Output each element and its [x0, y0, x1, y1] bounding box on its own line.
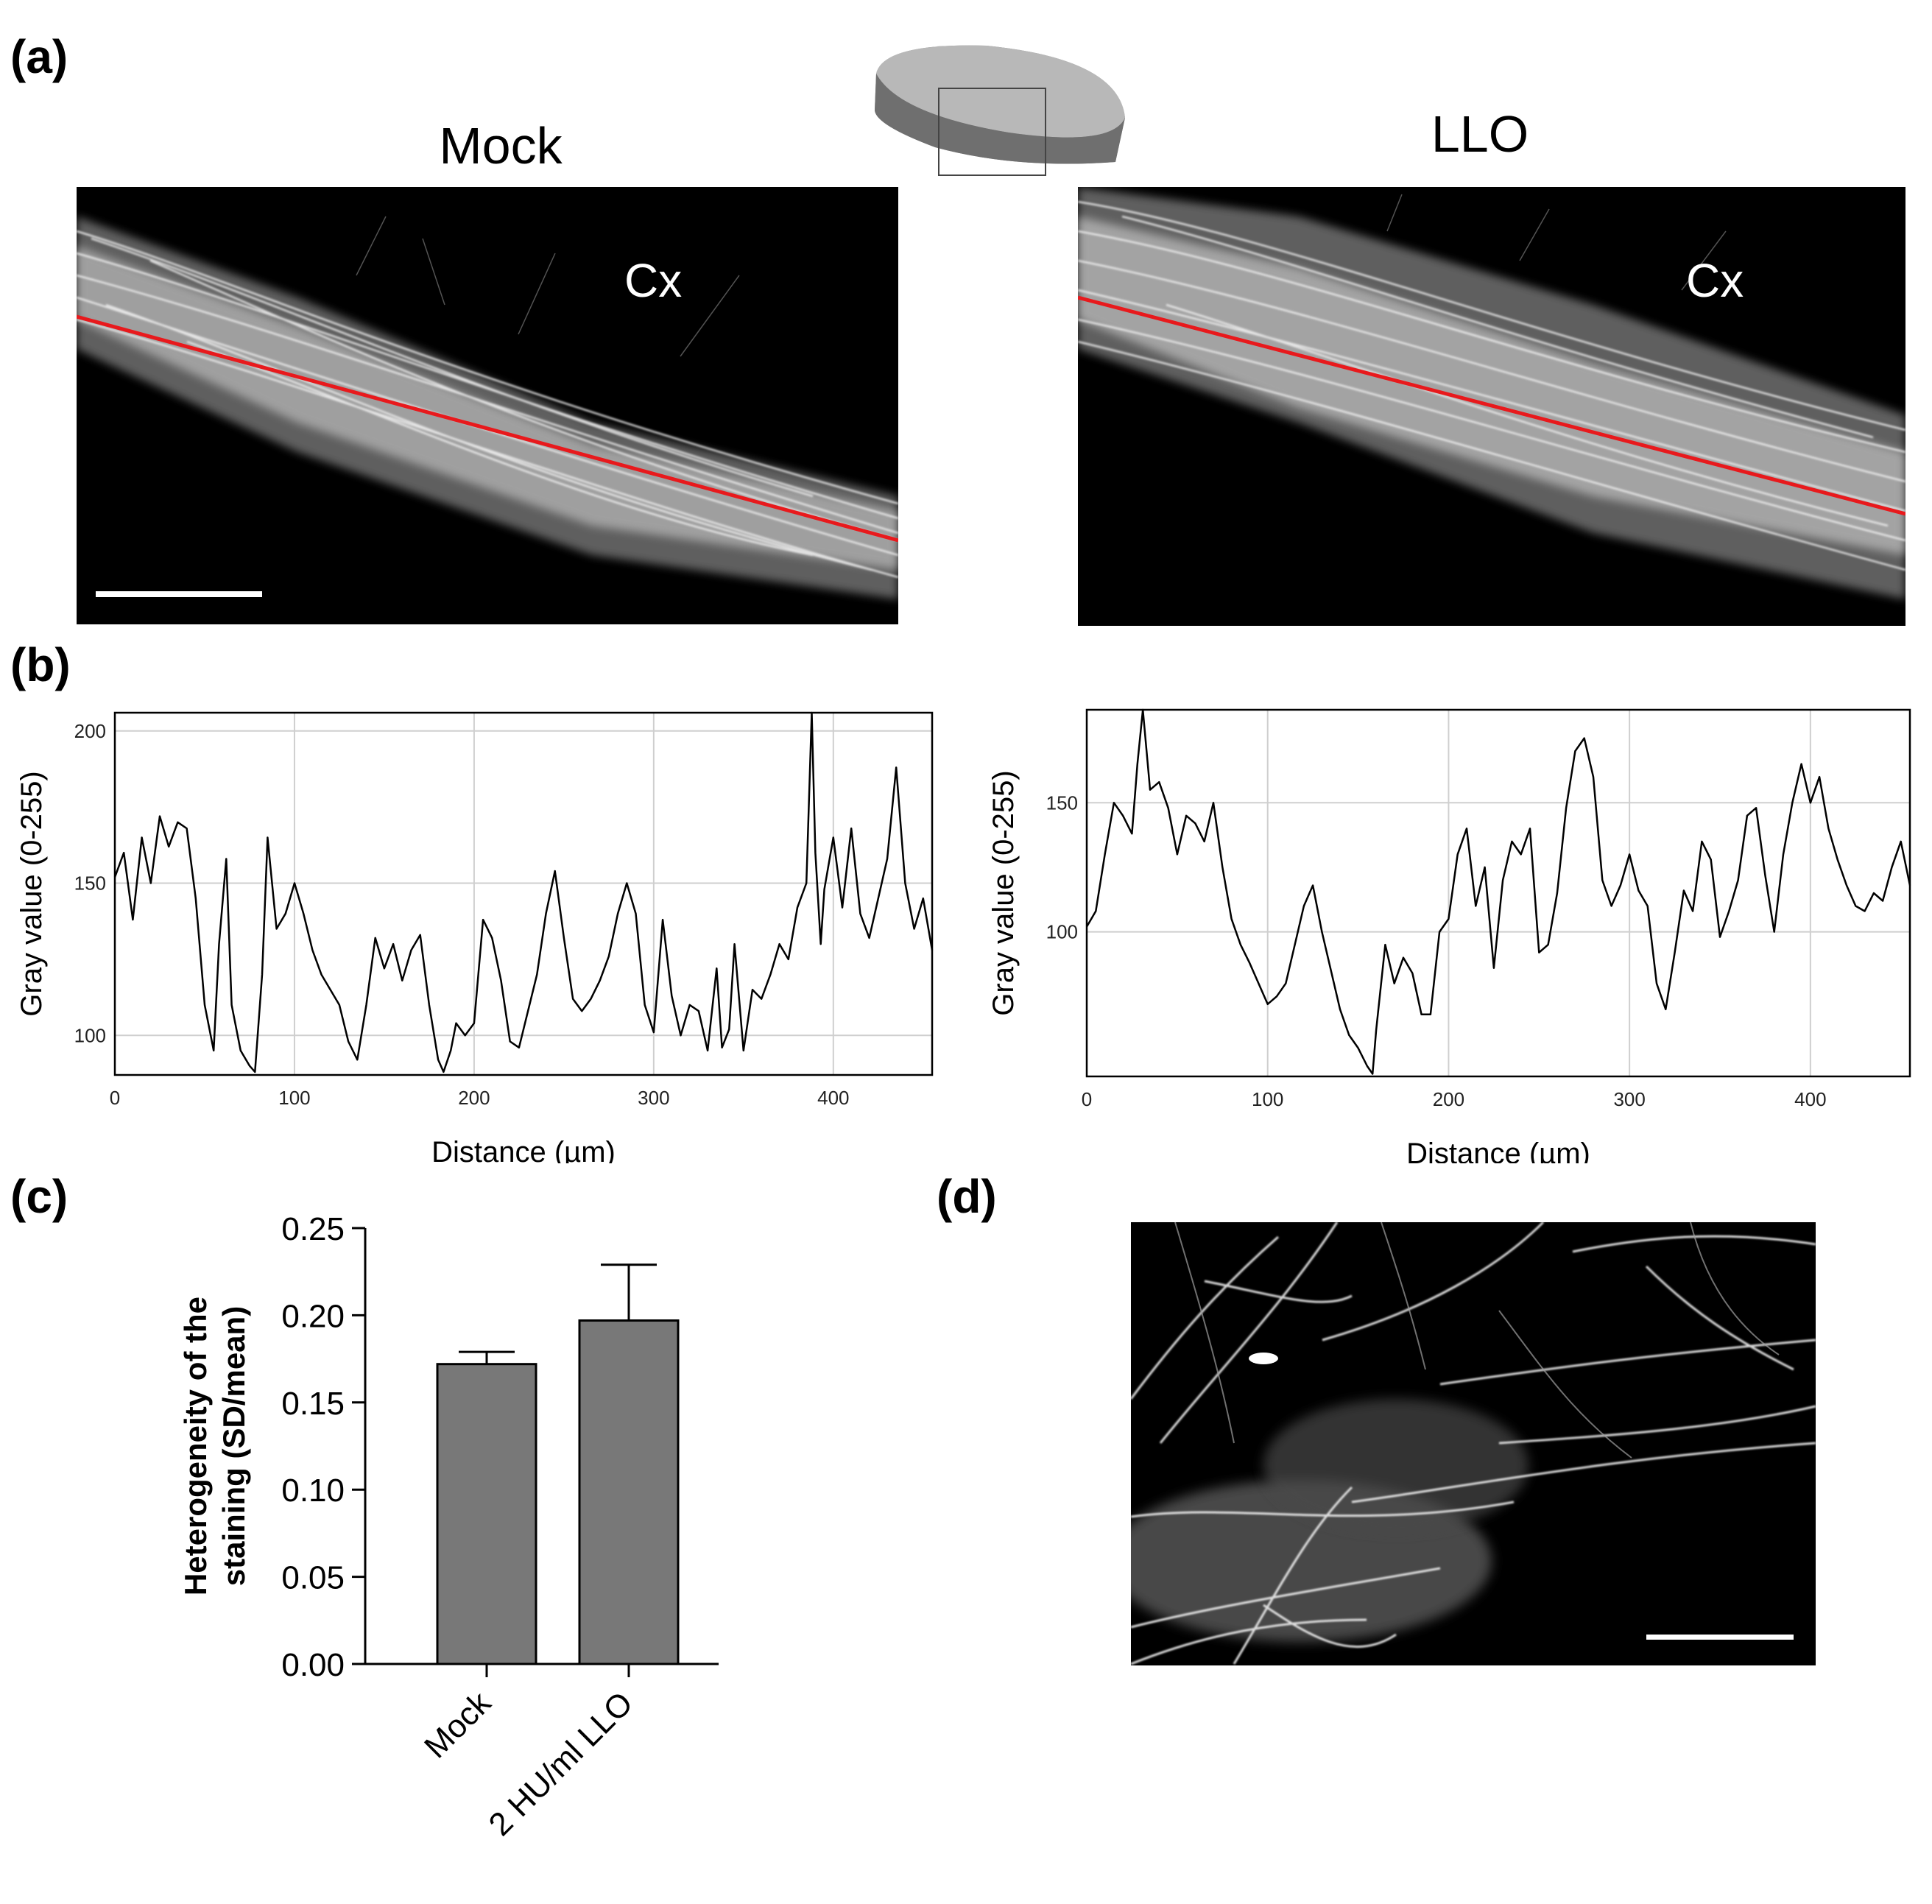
y-tick-label: 150 [74, 872, 106, 895]
x-axis-label: Distance (µm) [431, 1136, 616, 1163]
category-label: Mock [417, 1685, 498, 1766]
y-axis-label: Gray value (0-255) [15, 771, 48, 1016]
y-tick-label: 0.05 [281, 1560, 345, 1596]
bar-llo [578, 1319, 680, 1665]
plot-frame [1085, 708, 1911, 1078]
x-tick-label: 400 [1794, 1088, 1826, 1110]
mock-scale-bar [96, 591, 262, 597]
llo-profile-chart: 0 100 200 300 400 100 150 Distance (µm) Gray val… [987, 708, 1911, 1163]
detail-micrograph [1131, 1222, 1816, 1665]
tissue-slice-icon [875, 45, 1125, 176]
mock-profile-chart: 0 100 200 300 400 100 150 200 Distance (µm) Gray … [15, 711, 934, 1163]
x-axis-label: Distance (µm) [1406, 1138, 1590, 1163]
y-tick-label: 0.20 [281, 1298, 345, 1334]
bar-mock [436, 1363, 537, 1665]
y-tick-label: 0.00 [281, 1647, 345, 1683]
y-tick-label: 150 [1046, 791, 1078, 814]
y-axis-label-line-2: staining (SD/mean) [216, 1306, 251, 1586]
x-tick-label: 0 [110, 1087, 120, 1109]
mock-cortex-label: Cx [624, 254, 683, 307]
mock-title: Mock [439, 117, 563, 174]
mock-micrograph: Cx [77, 187, 898, 624]
y-axis-label-line-1: Heterogeneity of the [178, 1297, 213, 1596]
llo-title: LLO [1431, 105, 1529, 163]
x-tick-label: 100 [278, 1087, 310, 1109]
panel-label-c: (c) [10, 1170, 68, 1223]
profile-series-line [113, 711, 934, 1073]
x-tick-label: 200 [1433, 1088, 1464, 1110]
x-tick-label: 300 [638, 1087, 669, 1109]
llo-profile-line [1078, 295, 1905, 516]
x-tick-label: 200 [458, 1087, 490, 1109]
detail-scale-bar [1646, 1635, 1794, 1640]
plot-frame [113, 711, 934, 1076]
y-tick-label: 200 [74, 720, 106, 742]
profile-series-line [1085, 708, 1911, 1075]
y-tick-label: 100 [74, 1024, 106, 1046]
x-tick-label: 400 [817, 1087, 849, 1109]
llo-cortex-label: Cx [1686, 254, 1744, 307]
llo-micrograph: Cx [1078, 187, 1905, 626]
y-tick-label: 100 [1046, 921, 1078, 943]
mock-profile-line [77, 314, 898, 543]
y-tick-label: 0.15 [281, 1386, 345, 1422]
panel-label-d: (d) [937, 1170, 997, 1223]
category-label: 2 HU/ml LLO [482, 1685, 640, 1842]
x-tick-label: 0 [1082, 1088, 1092, 1110]
panel-label-a: (a) [10, 30, 68, 83]
x-tick-label: 300 [1613, 1088, 1645, 1110]
y-axis-label: Gray value (0-255) [987, 770, 1020, 1015]
y-tick-label: 0.10 [281, 1473, 345, 1509]
y-tick-label: 0.25 [281, 1211, 345, 1247]
panel-label-b: (b) [10, 638, 71, 691]
x-tick-label: 100 [1252, 1088, 1283, 1110]
